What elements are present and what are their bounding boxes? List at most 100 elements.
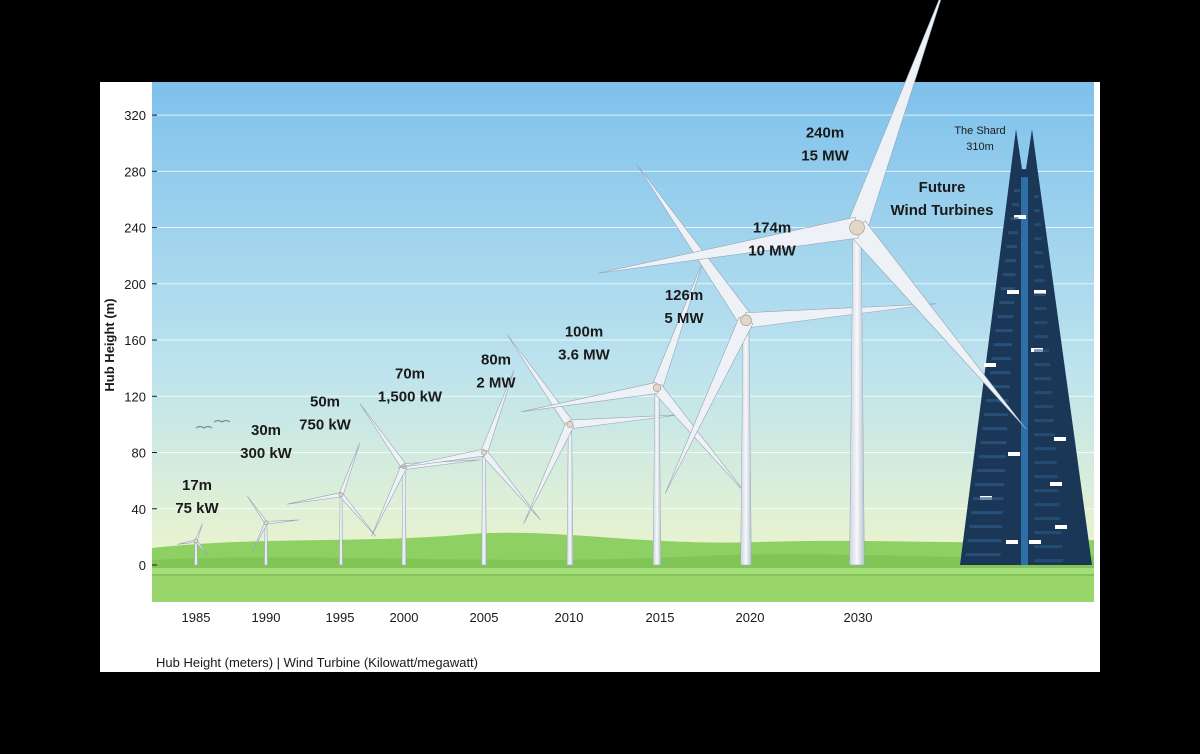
turbine-2020 bbox=[636, 163, 937, 566]
shard-floor bbox=[1034, 517, 1061, 521]
future-label-line2: Wind Turbines bbox=[891, 202, 994, 219]
turbine-tower bbox=[339, 494, 343, 566]
turbine-hub bbox=[566, 421, 574, 428]
turbine-tower bbox=[264, 522, 268, 566]
shard-floor bbox=[1034, 237, 1042, 241]
power-label: 5 MW bbox=[664, 310, 704, 327]
shard-floor bbox=[987, 385, 1010, 389]
shard-window bbox=[984, 363, 996, 367]
shard-floor bbox=[973, 497, 1004, 501]
turbine-hub bbox=[481, 449, 487, 456]
turbines bbox=[177, 0, 1027, 566]
power-label: 75 kW bbox=[175, 500, 219, 517]
shard-floor bbox=[1012, 203, 1020, 207]
the-shard-building bbox=[960, 129, 1092, 565]
x-tick-label: 2005 bbox=[470, 610, 499, 625]
y-tick-label: 40 bbox=[132, 502, 146, 517]
shard-floor bbox=[1000, 287, 1015, 291]
shard-floor bbox=[1034, 545, 1063, 549]
shard-window bbox=[1008, 452, 1020, 456]
y-tick-label: 200 bbox=[124, 277, 146, 292]
height-label: 80m bbox=[481, 352, 511, 369]
power-label: 2 MW bbox=[476, 375, 516, 392]
height-label: 50m bbox=[310, 394, 340, 411]
shard-floor bbox=[971, 511, 1003, 515]
turbine-hub bbox=[652, 383, 662, 393]
shard-window bbox=[1006, 540, 1018, 544]
x-tick-label: 1985 bbox=[182, 610, 211, 625]
turbine-2030 bbox=[597, 0, 1027, 566]
shard-floor bbox=[1034, 461, 1057, 465]
shard-floor bbox=[1034, 363, 1051, 367]
shard-floor bbox=[1034, 335, 1049, 339]
birds bbox=[195, 419, 231, 429]
shard-floor bbox=[1014, 189, 1021, 193]
shard-window bbox=[1050, 482, 1062, 486]
y-axis: 0 40 80 120 160 200 240 280 320 bbox=[124, 108, 157, 573]
shard-floor bbox=[1006, 245, 1018, 249]
shard-floor bbox=[1004, 259, 1017, 263]
turbine-hub bbox=[338, 492, 344, 498]
turbine-hub bbox=[740, 314, 752, 327]
y-axis-label: Hub Height (m) bbox=[102, 298, 117, 391]
shard-floor bbox=[1034, 531, 1062, 535]
height-label: 126m bbox=[665, 287, 703, 304]
shard-floor bbox=[1034, 433, 1055, 437]
power-label: 1,500 kW bbox=[378, 389, 443, 406]
shard-window bbox=[1014, 215, 1026, 219]
shard-floor bbox=[1034, 349, 1050, 353]
turbine-hub bbox=[849, 219, 865, 236]
ground-grass bbox=[152, 532, 1094, 602]
turbine-1990 bbox=[246, 495, 299, 566]
height-label: 174m bbox=[753, 219, 791, 236]
shard-floor bbox=[982, 427, 1008, 431]
shard-window bbox=[1034, 290, 1046, 294]
shard-height-label: 310m bbox=[966, 141, 994, 153]
shard-floor bbox=[1034, 377, 1052, 381]
shard-floor bbox=[989, 371, 1011, 375]
power-label: 750 kW bbox=[299, 417, 352, 434]
power-label: 10 MW bbox=[748, 242, 796, 259]
shard-floor bbox=[967, 539, 1002, 543]
shard-floor bbox=[976, 469, 1006, 473]
height-label: 70m bbox=[395, 366, 425, 383]
shard-window bbox=[1055, 525, 1067, 529]
turbine-1995 bbox=[286, 443, 377, 566]
shard-floor bbox=[1034, 475, 1058, 479]
shard-floor bbox=[980, 441, 1007, 445]
shard-floor bbox=[991, 357, 1012, 361]
y-tick-label: 280 bbox=[124, 164, 146, 179]
shard-floor bbox=[969, 525, 1003, 529]
turbine-1985 bbox=[177, 523, 209, 566]
shard-floor bbox=[1034, 195, 1039, 199]
future-label-line1: Future bbox=[919, 179, 966, 196]
power-label: 15 MW bbox=[801, 148, 849, 165]
turbine-hub bbox=[193, 538, 199, 544]
shard-floor bbox=[1034, 405, 1053, 409]
y-tick-label: 320 bbox=[124, 108, 146, 123]
shard-floor bbox=[1010, 217, 1019, 221]
shard-window bbox=[1007, 290, 1019, 294]
shard-name-label: The Shard bbox=[954, 125, 1005, 137]
x-tick-label: 2030 bbox=[844, 610, 873, 625]
x-tick-label: 2000 bbox=[390, 610, 419, 625]
height-label: 240m bbox=[806, 125, 844, 142]
x-tick-label: 2015 bbox=[646, 610, 675, 625]
chart-caption: Hub Height (meters) | Wind Turbine (Kilo… bbox=[156, 655, 478, 670]
shard-floor bbox=[978, 455, 1006, 459]
shard-floor bbox=[1034, 503, 1060, 507]
power-label: 3.6 MW bbox=[558, 346, 611, 363]
turbine-hub bbox=[263, 520, 269, 526]
turbine-tower bbox=[194, 540, 198, 566]
shard-floor bbox=[1034, 391, 1053, 395]
shard-floor bbox=[1034, 321, 1048, 325]
shard-floor bbox=[1034, 223, 1041, 227]
y-tick-label: 120 bbox=[124, 389, 146, 404]
y-tick-label: 240 bbox=[124, 221, 146, 236]
shard-floor bbox=[1034, 279, 1045, 283]
shard-floor bbox=[995, 329, 1013, 333]
y-tick-label: 0 bbox=[139, 558, 146, 573]
shard-floor bbox=[1034, 307, 1047, 311]
shard-window bbox=[1054, 437, 1066, 441]
